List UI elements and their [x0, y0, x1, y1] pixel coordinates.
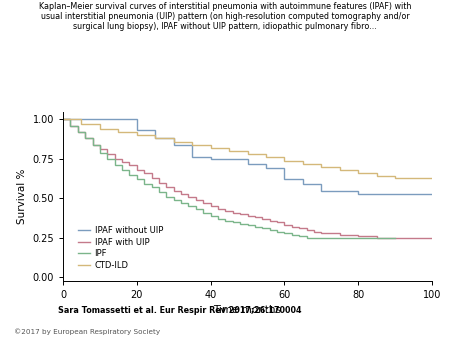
- Y-axis label: Survival %: Survival %: [17, 168, 27, 224]
- X-axis label: Time months: Time months: [213, 305, 282, 315]
- Text: Kaplan–Meier survival curves of interstitial pneumonia with autoimmune features : Kaplan–Meier survival curves of intersti…: [39, 2, 411, 31]
- Legend: IPAF without UIP, IPAF with UIP, IPF, CTD-ILD: IPAF without UIP, IPAF with UIP, IPF, CT…: [75, 223, 166, 273]
- Text: ©2017 by European Respiratory Society: ©2017 by European Respiratory Society: [14, 328, 160, 335]
- Text: Sara Tomassetti et al. Eur Respir Rev 2017;26:170004: Sara Tomassetti et al. Eur Respir Rev 20…: [58, 306, 302, 315]
